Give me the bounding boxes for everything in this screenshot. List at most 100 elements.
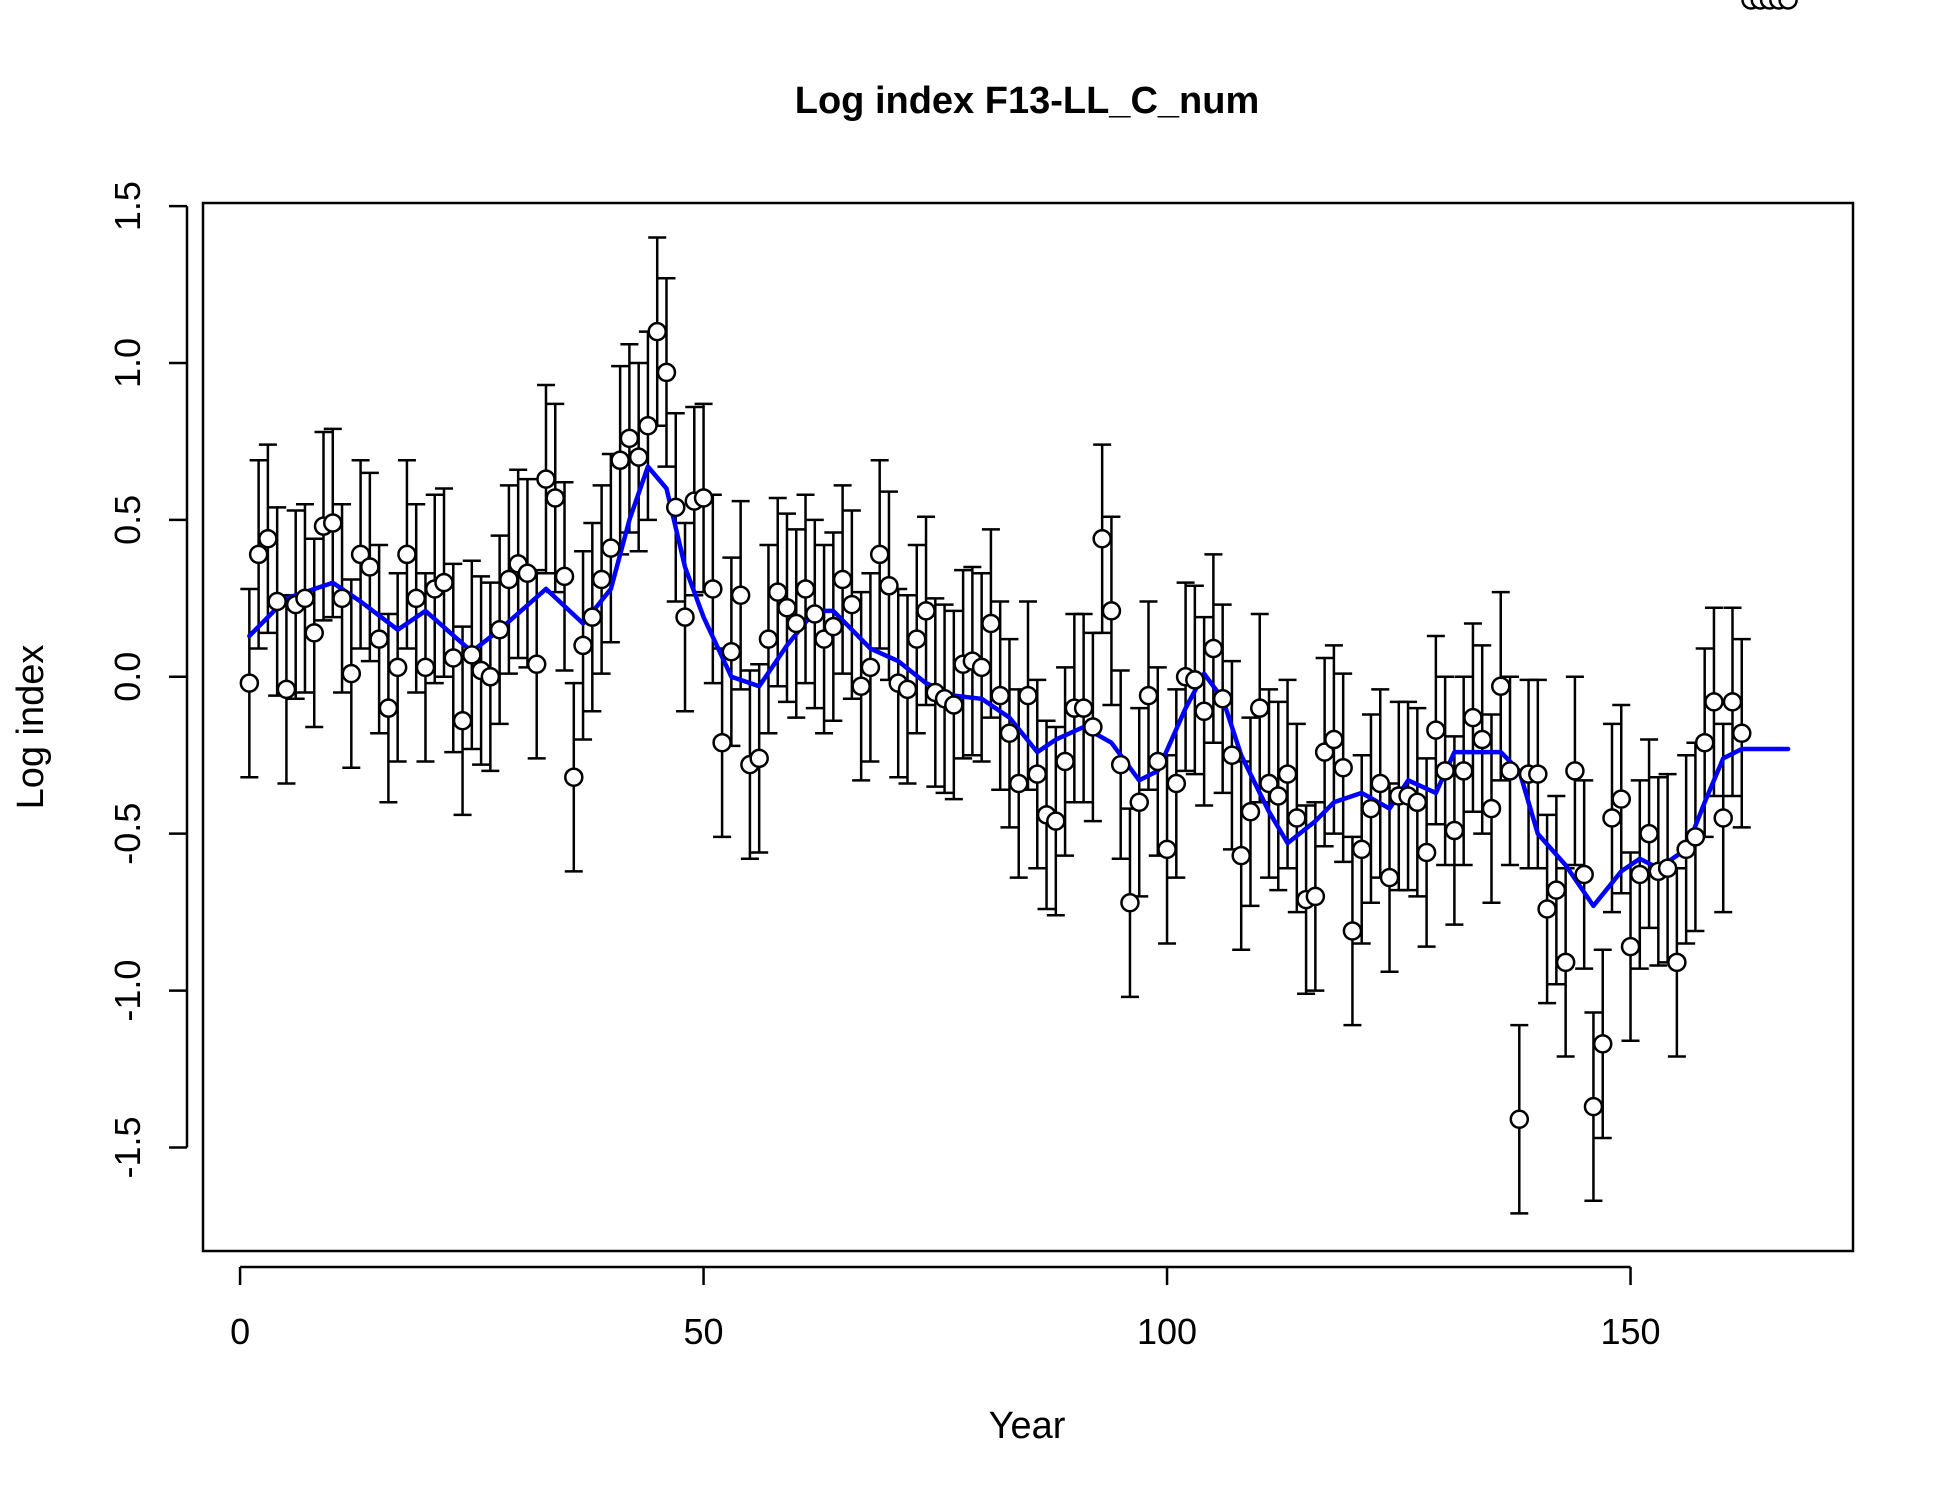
data-point — [638, 416, 658, 436]
data-point — [1240, 801, 1261, 822]
y-tick-label: 1.0 — [107, 338, 148, 388]
data-point — [675, 607, 695, 627]
data-point — [360, 557, 380, 577]
chart-title: Log index F13-LL_C_num — [795, 80, 1259, 122]
data-point — [1509, 1109, 1530, 1129]
data-point — [693, 488, 714, 508]
data-point — [545, 488, 565, 508]
data-point — [1453, 761, 1474, 781]
data-point — [1120, 892, 1140, 913]
data-point — [990, 685, 1010, 706]
data-point — [1630, 864, 1650, 885]
data-point — [1722, 692, 1743, 712]
plot-frame — [201, 201, 1855, 1253]
data-point — [573, 635, 593, 656]
data-point — [434, 572, 454, 593]
data-point — [1481, 798, 1502, 819]
data-point — [1444, 820, 1465, 841]
data-point — [1018, 685, 1038, 706]
y-axis: -1.5 -1.0 -0.5 0.0 0.5 1.0 1.5 — [107, 181, 189, 1178]
data-point — [832, 569, 853, 590]
data-point — [1685, 827, 1706, 847]
data-point — [1027, 764, 1048, 784]
data-point — [1639, 823, 1659, 844]
data-point — [1592, 1034, 1613, 1054]
data-point — [1110, 754, 1131, 775]
data-point — [758, 629, 779, 649]
data-point — [1704, 692, 1724, 712]
data-point — [526, 654, 547, 674]
data-point — [1231, 845, 1251, 866]
x-axis-label: Year — [989, 1405, 1066, 1447]
data-point — [1212, 689, 1233, 709]
data-point — [1500, 761, 1520, 781]
data-point — [795, 579, 816, 599]
y-tick-label: -0.5 — [107, 803, 148, 865]
data-point — [601, 538, 621, 558]
data-point — [1305, 886, 1326, 907]
data-point — [1073, 698, 1094, 718]
data-point — [1574, 864, 1594, 885]
data-point — [387, 657, 408, 678]
data-point — [823, 616, 844, 637]
data-point — [443, 648, 464, 668]
data-point — [1249, 698, 1270, 718]
data-point — [851, 676, 871, 696]
data-point — [1778, 0, 1798, 10]
data-point — [304, 623, 324, 643]
x-tick-label: 50 — [684, 1311, 724, 1352]
data-point — [1008, 773, 1029, 794]
data-point — [341, 663, 362, 684]
data-point — [1426, 720, 1446, 740]
data-point — [647, 321, 667, 342]
data-point — [860, 657, 881, 678]
data-point — [564, 767, 584, 787]
data-point — [712, 732, 732, 753]
y-tick-label: 0.0 — [107, 652, 148, 702]
data-point — [1537, 899, 1557, 919]
y-tick-label: -1.0 — [107, 960, 148, 1022]
data-point — [1463, 707, 1483, 728]
data-point — [591, 569, 612, 590]
data-point — [1148, 751, 1168, 772]
data-point — [1416, 842, 1437, 863]
data-point — [1185, 670, 1205, 690]
data-point — [1333, 758, 1353, 778]
data-point — [703, 579, 723, 599]
x-tick-label: 150 — [1600, 1311, 1660, 1352]
data-point — [248, 544, 269, 565]
error-bars — [240, 0, 1798, 1215]
data-point — [1694, 732, 1715, 753]
data-point — [1101, 601, 1122, 621]
data-point — [1055, 751, 1075, 772]
data-point — [462, 645, 482, 665]
data-point — [907, 629, 927, 649]
data-point — [323, 513, 343, 533]
data-point — [971, 657, 992, 678]
data-point — [1435, 761, 1455, 781]
data-point — [767, 582, 788, 602]
data-point — [239, 673, 260, 693]
y-tick-label: 0.5 — [107, 495, 148, 545]
y-tick-label: -1.5 — [107, 1116, 148, 1178]
data-point — [1611, 789, 1632, 809]
data-point — [805, 604, 825, 624]
data-point — [628, 447, 649, 467]
data-point — [749, 748, 769, 769]
data-point — [721, 641, 742, 662]
data-point — [1222, 745, 1242, 765]
data-point — [489, 619, 510, 640]
data-point — [1324, 729, 1344, 750]
data-point — [1528, 764, 1548, 784]
data-point — [981, 613, 1001, 634]
data-point — [480, 667, 501, 687]
data-point — [1092, 528, 1112, 549]
data-points — [239, 0, 1798, 1129]
data-point — [1370, 773, 1390, 794]
data-point — [378, 698, 399, 718]
data-point — [656, 362, 677, 383]
data-point — [842, 594, 862, 615]
data-point — [1583, 1096, 1604, 1117]
data-point — [536, 469, 556, 489]
data-point — [1166, 773, 1187, 794]
